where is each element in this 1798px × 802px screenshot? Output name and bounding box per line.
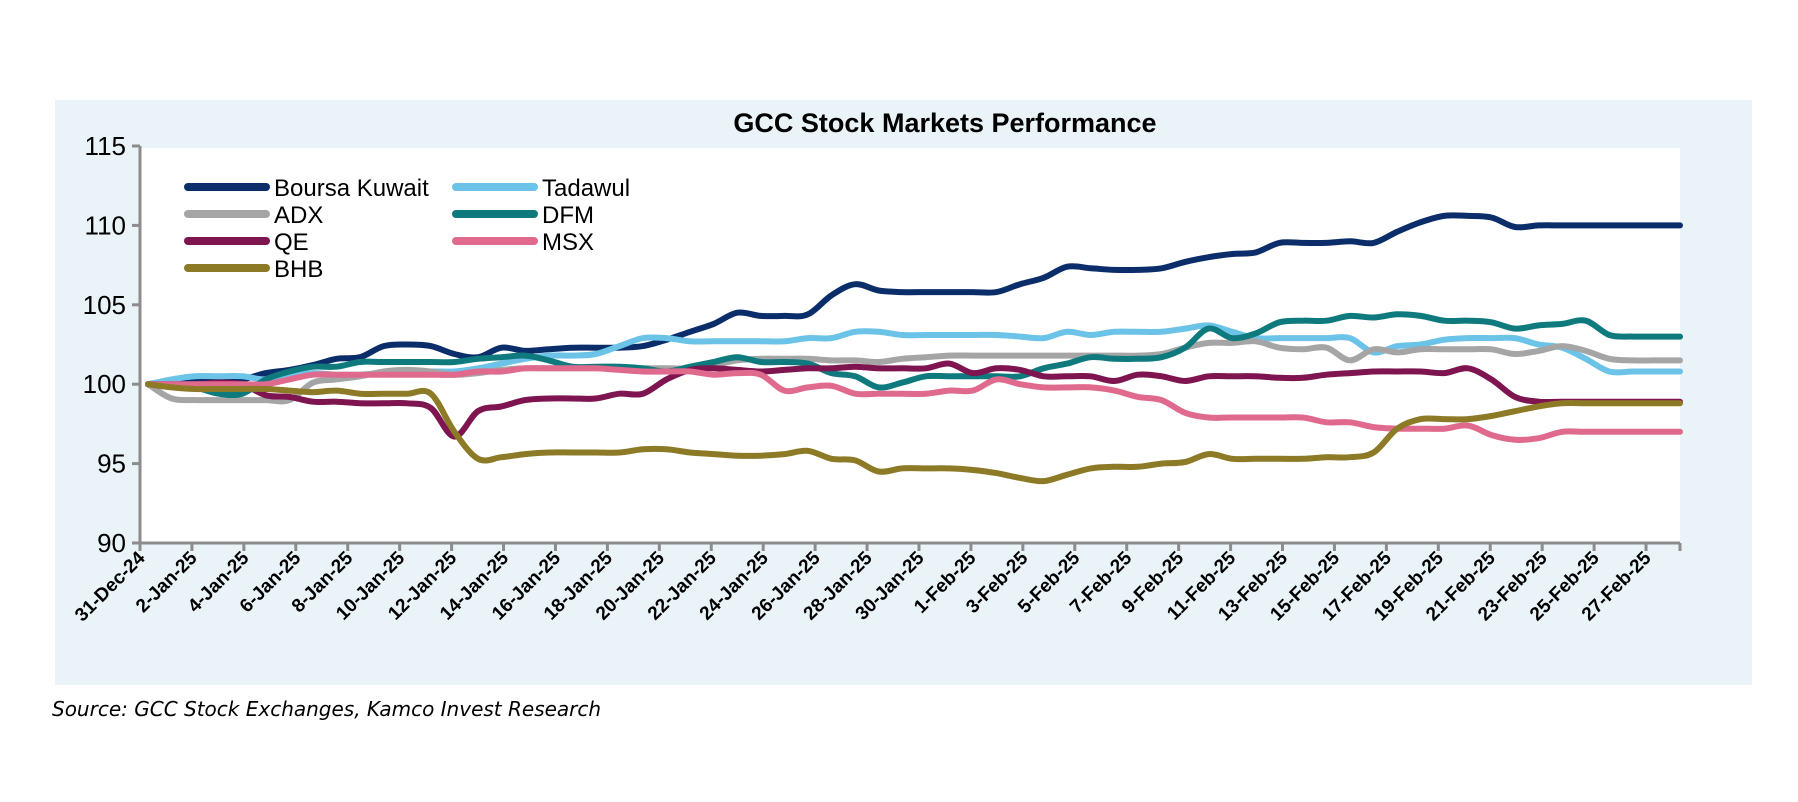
series-line-dfm <box>145 311 1683 399</box>
source-note: Source: GCC Stock Exchanges, Kamco Inves… <box>52 697 602 721</box>
series-line-adx <box>145 338 1683 405</box>
series-layer <box>145 212 1683 485</box>
y-tick-label: 100 <box>83 369 126 399</box>
legend: Boursa Kuwait Tadawul ADX DFM QE MSX BHB <box>184 175 630 283</box>
y-tick-label: 95 <box>97 449 126 479</box>
x-tick-label: 31-Dec-24 <box>71 547 150 626</box>
legend-label-dfm: DFM <box>542 202 594 229</box>
series-line-boursa-kuwait <box>145 212 1683 388</box>
line-chart: GCC Stock Markets Performance 90 95 100 105… <box>71 108 1683 626</box>
y-tick-label: 110 <box>85 210 126 240</box>
legend-label-adx: ADX <box>274 202 323 229</box>
y-tick-label: 105 <box>83 290 126 320</box>
y-tick-label: 90 <box>97 528 126 558</box>
legend-label-bhb: BHB <box>274 256 323 283</box>
chart-panel: GCC Stock Markets Performance 90 95 100 105… <box>55 100 1752 685</box>
legend-label-qe: QE <box>274 229 309 256</box>
series-line-bhb <box>145 381 1683 485</box>
plot-area <box>141 148 1680 543</box>
legend-label-boursa-kuwait: Boursa Kuwait <box>274 175 429 202</box>
series-line-msx <box>145 365 1683 443</box>
chart-title: GCC Stock Markets Performance <box>733 108 1156 138</box>
y-tick-label: 115 <box>85 131 126 161</box>
legend-label-msx: MSX <box>542 229 594 256</box>
series-line-qe <box>145 360 1683 440</box>
legend-label-tadawul: Tadawul <box>542 175 630 202</box>
